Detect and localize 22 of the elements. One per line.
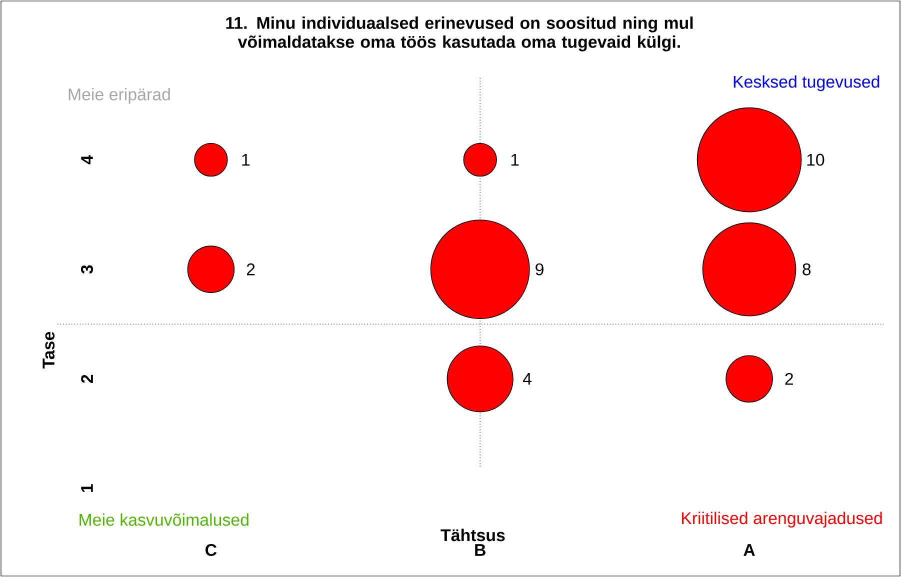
y-tick-label: 2 (81, 374, 93, 383)
annotation: Meie kasvuvõimalused (80, 513, 248, 526)
data-label: 2 (246, 263, 255, 276)
x-tick-label: A (744, 544, 755, 556)
data-label: 1 (242, 154, 250, 166)
y-tick-label: 1 (81, 484, 93, 492)
data-label: 8 (802, 263, 811, 276)
data-label: 10 (807, 154, 824, 166)
data-label: 4 (522, 373, 532, 385)
y-tick-label: 3 (80, 265, 94, 274)
annotation: Kriitilised arenguvajadused (682, 512, 882, 528)
annotation: Meie eripärad (68, 88, 170, 104)
annotation: Kesksed tugevused (734, 75, 880, 92)
data-label: 1 (511, 154, 519, 166)
x-axis-title: Tähtsus (440, 528, 505, 542)
data-label: 9 (536, 263, 544, 276)
data-label: 2 (785, 372, 793, 385)
y-axis-title: Tase (42, 332, 55, 369)
x-tick-label: C (206, 544, 217, 556)
x-tick-label: B (475, 544, 486, 556)
text: 11. Minu individuaalsed erinevused on soositud ning mul võimaldatakse oma töös kasutada oma tugevaid külgi. (226, 16, 693, 52)
y-tick-label: 4 (81, 155, 93, 164)
